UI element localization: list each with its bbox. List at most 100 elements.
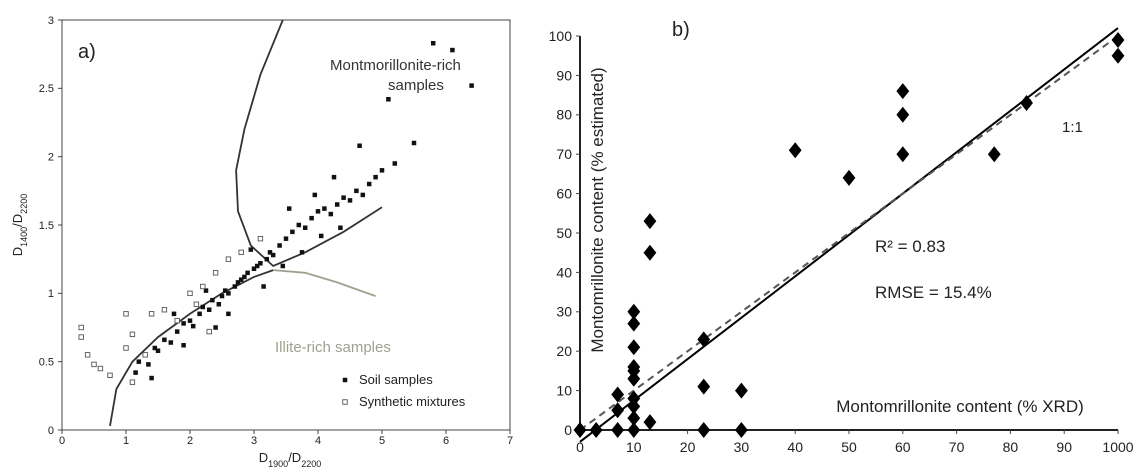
annotation: Illite-rich samples — [275, 339, 391, 356]
x-tick-label: 4 — [315, 435, 321, 447]
data-point — [129, 331, 136, 338]
y-axis-label: Montomrillonite content (% estimated) — [588, 67, 607, 352]
data-point — [210, 297, 215, 303]
y-tick-label: 30 — [556, 304, 572, 320]
data-point — [735, 382, 748, 399]
data-point — [226, 311, 231, 317]
annotation: RMSE = 15.4% — [875, 283, 992, 302]
data-point — [235, 280, 241, 285]
data-point — [258, 261, 263, 266]
x-axis-label-part: 2200 — [301, 459, 321, 469]
data-point — [155, 348, 161, 353]
data-point — [277, 243, 282, 248]
data-point — [216, 302, 222, 307]
data-point — [697, 331, 711, 348]
data-point — [267, 250, 273, 255]
data-point — [226, 291, 231, 296]
data-point — [896, 83, 910, 100]
x-axis-label: D1900/D2200 — [259, 450, 321, 469]
data-point — [212, 270, 219, 276]
annotation: samples — [388, 77, 444, 94]
x-tick-label: 30 — [734, 439, 750, 455]
x-tick-label: 50 — [841, 439, 857, 455]
data-point — [200, 283, 206, 290]
y-tick-label: 20 — [556, 343, 572, 359]
data-point — [146, 362, 151, 367]
data-point — [697, 378, 711, 395]
data-point — [331, 174, 337, 180]
y-tick-label: 2 — [48, 152, 54, 164]
data-point — [302, 225, 308, 230]
data-point — [206, 328, 212, 335]
y-tick-label: 1 — [48, 288, 54, 300]
data-point — [611, 386, 625, 403]
data-point — [318, 233, 324, 239]
data-point — [148, 311, 155, 317]
x-tick-label: 80 — [1003, 439, 1019, 455]
y-tick-label: 10 — [556, 383, 572, 399]
y-tick-label: 1.5 — [39, 220, 54, 232]
data-point — [1020, 94, 1033, 111]
data-point — [97, 365, 104, 372]
data-point — [334, 202, 340, 207]
data-point — [315, 209, 321, 214]
x-tick-label: 90 — [1056, 439, 1072, 455]
x-tick-label: 5 — [379, 435, 385, 447]
annotation: a) — [78, 41, 96, 63]
data-point — [213, 325, 218, 330]
data-point — [242, 274, 247, 280]
data-point — [627, 315, 641, 332]
data-point — [78, 334, 84, 340]
data-point — [328, 211, 334, 217]
x-tick-label: 0 — [576, 439, 584, 455]
data-point — [190, 323, 196, 329]
data-point — [174, 317, 180, 324]
data-point — [238, 249, 244, 256]
data-point — [200, 304, 206, 310]
data-point — [627, 422, 641, 438]
data-point — [611, 422, 625, 438]
curve — [109, 269, 274, 427]
data-point — [1111, 31, 1125, 48]
x-tick-label: 0 — [59, 435, 65, 447]
x-axis-label-part: /D — [288, 450, 301, 465]
data-point — [366, 181, 372, 187]
y-tick-label: 70 — [556, 146, 572, 162]
data-point — [896, 146, 910, 163]
data-point — [373, 174, 378, 180]
data-point — [842, 169, 856, 186]
data-point — [222, 288, 228, 293]
x-axis-label-part: 1900 — [268, 459, 288, 469]
data-point — [245, 270, 250, 276]
data-point — [193, 301, 200, 307]
data-point — [168, 340, 174, 345]
y-tick-label: 3 — [48, 15, 54, 27]
curve — [579, 27, 1119, 443]
data-point — [643, 244, 657, 261]
data-point — [411, 140, 417, 146]
data-point — [627, 303, 641, 320]
y-tick-label: 0 — [564, 422, 572, 438]
x-tick-label: 1 — [123, 435, 129, 447]
data-point — [354, 188, 359, 194]
data-point — [206, 307, 212, 312]
legend-label: Soil samples — [359, 372, 433, 387]
data-point — [573, 422, 587, 438]
annotation: R² = 0.83 — [875, 237, 945, 256]
x-axis-label: Montomrillonite content (% XRD) — [836, 397, 1084, 416]
data-point — [357, 143, 362, 148]
y-tick-label: 40 — [556, 264, 572, 280]
data-point — [322, 206, 327, 211]
data-point — [161, 307, 168, 313]
data-point — [78, 324, 84, 331]
data-point — [181, 321, 186, 326]
data-point — [360, 192, 366, 198]
data-point — [251, 266, 257, 271]
data-point — [338, 225, 343, 230]
data-point — [123, 345, 129, 351]
curve — [579, 35, 1119, 431]
data-point — [643, 414, 657, 431]
legend-marker — [342, 399, 348, 405]
data-point — [735, 422, 748, 438]
